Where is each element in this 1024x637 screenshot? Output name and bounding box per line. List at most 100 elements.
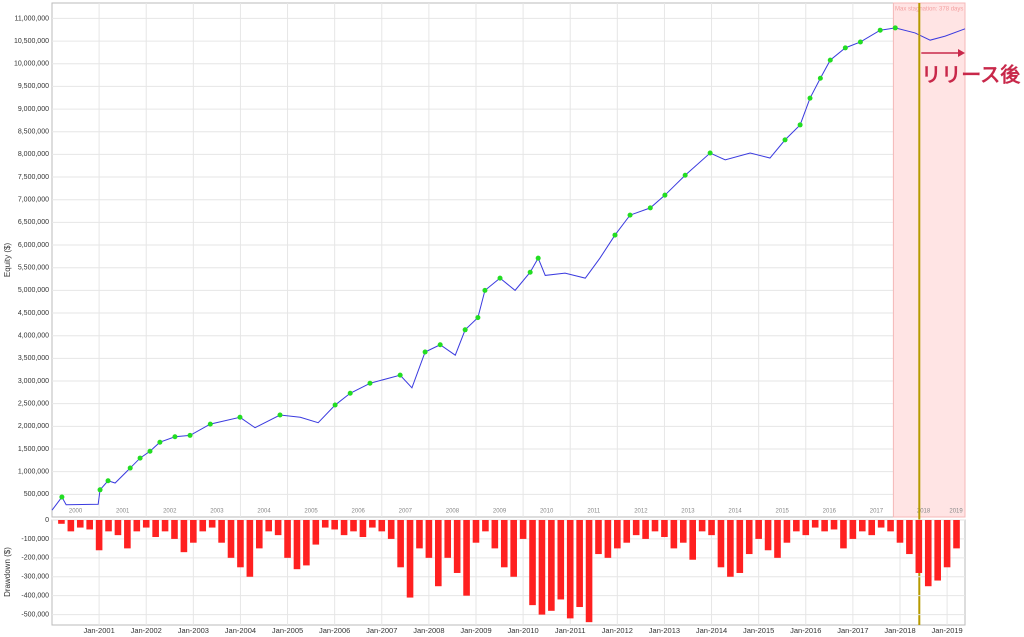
- drawdown-bar: [604, 520, 612, 558]
- drawdown-bar: [95, 520, 103, 551]
- drawdown-bar: [331, 520, 338, 530]
- drawdown-bar: [859, 520, 866, 532]
- drawdown-bar: [435, 520, 442, 587]
- y-tick-label: 6,000,000: [18, 242, 49, 249]
- drawdown-bar: [152, 520, 159, 538]
- new-high-dot: [347, 390, 353, 396]
- drawdown-bar: [755, 520, 762, 539]
- drawdown-bar: [877, 520, 885, 528]
- new-high-dot: [527, 269, 533, 275]
- year-label: 2015: [776, 509, 790, 515]
- drawdown-bar: [133, 520, 141, 532]
- new-high-dot: [105, 478, 111, 484]
- new-high-dot: [332, 402, 338, 408]
- drawdown-bar: [830, 520, 838, 530]
- drawdown-bar: [557, 520, 565, 600]
- drawdown-bar: [943, 520, 951, 568]
- drawdown-bar: [416, 520, 423, 549]
- drawdown-bar: [199, 520, 207, 532]
- drawdown-bar: [670, 520, 678, 549]
- release-label: リリース後: [921, 62, 1021, 86]
- drawdown-bar: [548, 520, 555, 611]
- x-tick-label: Jan-2012: [602, 626, 633, 635]
- y-tick-label: 4,500,000: [18, 310, 49, 317]
- new-high-dot: [475, 315, 481, 321]
- new-high-dot: [482, 287, 488, 293]
- drawdown-bar: [67, 520, 75, 532]
- stagnation-band: [892, 2, 966, 518]
- drawdown-bar: [350, 520, 357, 532]
- drawdown-bar: [340, 520, 348, 536]
- drawdown-bar: [934, 520, 941, 581]
- drawdown-bar: [727, 520, 734, 577]
- y-tick-label: 5,000,000: [18, 287, 49, 294]
- stagnation-label: Max stagnation: 378 days: [895, 7, 963, 13]
- new-high-dot: [137, 455, 143, 461]
- year-label: 2013: [681, 509, 695, 515]
- drawdown-bar: [58, 520, 65, 524]
- drawdown-bar: [698, 520, 706, 532]
- y-tick-label: 8,000,000: [18, 151, 49, 158]
- new-high-dot: [662, 192, 668, 198]
- x-tick-label: Jan-2017: [837, 626, 868, 635]
- drawdown-bar: [369, 520, 376, 528]
- drawdown-bar: [208, 520, 216, 528]
- year-label: 2017: [870, 509, 884, 515]
- y-tick-label: 8,500,000: [18, 129, 49, 136]
- x-tick-label: Jan-2004: [225, 626, 256, 635]
- y-tick-label: 2,500,000: [18, 401, 49, 408]
- drawdown-bar: [227, 520, 235, 558]
- drawdown-bar: [906, 520, 913, 555]
- drawdown-bar: [614, 520, 621, 549]
- drawdown-bar: [303, 520, 310, 566]
- drawdown-bar: [255, 520, 263, 549]
- drawdown-bar: [811, 520, 819, 528]
- drawdown-bar: [651, 520, 659, 532]
- y-tick-label: 7,000,000: [18, 197, 49, 204]
- y-tick-label: 9,000,000: [18, 106, 49, 113]
- drawdown-bar: [190, 520, 197, 543]
- drawdown-bar: [463, 520, 470, 596]
- new-high-dot: [172, 434, 178, 440]
- drawdown-bar: [124, 520, 131, 549]
- drawdown-bar: [953, 520, 960, 549]
- drawdown-bar: [491, 520, 499, 549]
- drawdown-bar: [114, 520, 122, 536]
- drawdown-bar: [312, 520, 320, 545]
- year-label: 2000: [69, 509, 83, 515]
- new-high-dot: [127, 465, 133, 471]
- drawdown-bar: [359, 520, 367, 538]
- y-tick-label: 4,000,000: [18, 333, 49, 340]
- drawdown-bar: [632, 520, 640, 536]
- new-high-dot: [237, 414, 243, 420]
- drawdown-bar: [387, 520, 395, 539]
- y-tick-label: 2,000,000: [18, 423, 49, 430]
- x-tick-label: Jan-2011: [555, 626, 586, 635]
- drawdown-bar: [293, 520, 301, 570]
- drawdown-bar: [171, 520, 178, 539]
- new-high-dot: [842, 45, 848, 51]
- new-high-dot: [397, 372, 403, 378]
- drawdown-bar: [482, 520, 489, 532]
- new-high-dot: [682, 172, 688, 178]
- year-label: 2005: [304, 509, 318, 515]
- new-high-dot: [157, 439, 163, 445]
- drawdown-bar: [595, 520, 602, 555]
- new-high-dot: [367, 380, 373, 386]
- new-high-dot: [707, 150, 713, 156]
- year-label: 2011: [587, 509, 601, 515]
- new-high-dot: [147, 448, 153, 454]
- drawdown-bar: [896, 520, 904, 543]
- year-label: 2001: [116, 509, 130, 515]
- drawdown-bar: [585, 520, 593, 623]
- drawdown-bar: [745, 520, 753, 555]
- year-label: 2012: [634, 509, 648, 515]
- drawdown-axis-label: Drawdown ($): [3, 547, 12, 597]
- drawdown-bar: [265, 520, 273, 532]
- drawdown-bar: [566, 520, 574, 619]
- drawdown-bar: [642, 520, 649, 539]
- x-tick-label: Jan-2015: [743, 626, 774, 635]
- drawdown-bar: [661, 520, 668, 538]
- drawdown-bar: [284, 520, 291, 558]
- y-tick-label: 9,500,000: [18, 83, 49, 90]
